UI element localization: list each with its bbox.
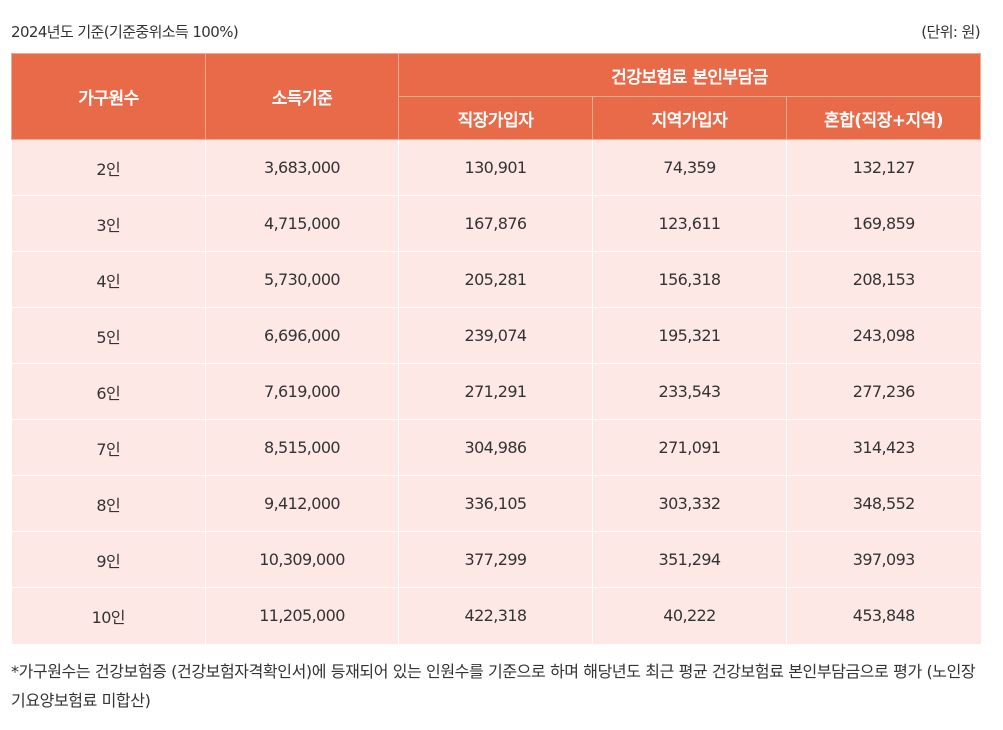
header-regional: 지역가입자 bbox=[592, 96, 787, 140]
cell-regional: 351,294 bbox=[592, 531, 787, 588]
table-row: 9인 10,309,000 377,299 351,294 397,093 bbox=[11, 531, 981, 588]
cell-income: 4,715,000 bbox=[205, 195, 399, 252]
cell-regional: 123,611 bbox=[592, 195, 787, 252]
cell-household: 9인 bbox=[11, 531, 206, 588]
cell-income: 11,205,000 bbox=[205, 587, 399, 644]
cell-household: 10인 bbox=[11, 587, 206, 644]
cell-employee: 130,901 bbox=[398, 139, 593, 196]
cell-mixed: 453,848 bbox=[786, 587, 981, 644]
income-premium-table: 가구원수 소득기준 건강보험료 본인부담금 직장가입자 지역가입자 혼합(직장+… bbox=[11, 53, 981, 644]
cell-household: 5인 bbox=[11, 307, 206, 364]
cell-household: 3인 bbox=[11, 195, 206, 252]
cell-income: 6,696,000 bbox=[205, 307, 399, 364]
cell-regional: 271,091 bbox=[592, 419, 787, 476]
cell-mixed: 277,236 bbox=[786, 363, 981, 420]
cell-employee: 167,876 bbox=[398, 195, 593, 252]
cell-employee: 377,299 bbox=[398, 531, 593, 588]
table-row: 3인 4,715,000 167,876 123,611 169,859 bbox=[11, 195, 981, 252]
cell-mixed: 169,859 bbox=[786, 195, 981, 252]
header-premium-group: 건강보험료 본인부담금 bbox=[398, 53, 981, 97]
table-row: 10인 11,205,000 422,318 40,222 453,848 bbox=[11, 587, 981, 644]
cell-regional: 40,222 bbox=[592, 587, 787, 644]
cell-regional: 156,318 bbox=[592, 251, 787, 308]
cell-regional: 303,332 bbox=[592, 475, 787, 532]
cell-household: 7인 bbox=[11, 419, 206, 476]
footnote: *가구원수는 건강보험증 (건강보험자격확인서)에 등재되어 있는 인원수를 기… bbox=[11, 662, 976, 710]
cell-employee: 422,318 bbox=[398, 587, 593, 644]
table-row: 5인 6,696,000 239,074 195,321 243,098 bbox=[11, 307, 981, 364]
cell-income: 10,309,000 bbox=[205, 531, 399, 588]
cell-mixed: 314,423 bbox=[786, 419, 981, 476]
cell-employee: 239,074 bbox=[398, 307, 593, 364]
cell-household: 2인 bbox=[11, 139, 206, 196]
header-employee: 직장가입자 bbox=[398, 96, 593, 140]
cell-income: 9,412,000 bbox=[205, 475, 399, 532]
cell-employee: 336,105 bbox=[398, 475, 593, 532]
table-row: 6인 7,619,000 271,291 233,543 277,236 bbox=[11, 363, 981, 420]
cell-mixed: 243,098 bbox=[786, 307, 981, 364]
header-household: 가구원수 bbox=[11, 53, 206, 140]
header-income: 소득기준 bbox=[205, 53, 399, 140]
cell-household: 6인 bbox=[11, 363, 206, 420]
cell-employee: 304,986 bbox=[398, 419, 593, 476]
cell-employee: 205,281 bbox=[398, 251, 593, 308]
cell-income: 8,515,000 bbox=[205, 419, 399, 476]
unit-label: (단위: 원) bbox=[921, 22, 980, 41]
cell-income: 3,683,000 bbox=[205, 139, 399, 196]
cell-household: 8인 bbox=[11, 475, 206, 532]
cell-mixed: 132,127 bbox=[786, 139, 981, 196]
cell-mixed: 348,552 bbox=[786, 475, 981, 532]
table-row: 4인 5,730,000 205,281 156,318 208,153 bbox=[11, 251, 981, 308]
cell-mixed: 397,093 bbox=[786, 531, 981, 588]
cell-regional: 233,543 bbox=[592, 363, 787, 420]
cell-household: 4인 bbox=[11, 251, 206, 308]
table-row: 7인 8,515,000 304,986 271,091 314,423 bbox=[11, 419, 981, 476]
cell-income: 7,619,000 bbox=[205, 363, 399, 420]
cell-income: 5,730,000 bbox=[205, 251, 399, 308]
cell-mixed: 208,153 bbox=[786, 251, 981, 308]
header-mixed: 혼합(직장+지역) bbox=[786, 96, 981, 140]
table-row: 8인 9,412,000 336,105 303,332 348,552 bbox=[11, 475, 981, 532]
cell-regional: 74,359 bbox=[592, 139, 787, 196]
table-row: 2인 3,683,000 130,901 74,359 132,127 bbox=[11, 139, 981, 196]
cell-regional: 195,321 bbox=[592, 307, 787, 364]
cell-employee: 271,291 bbox=[398, 363, 593, 420]
table-caption-row: 2024년도 기준(기준중위소득 100%) (단위: 원) bbox=[11, 18, 981, 44]
table-caption: 2024년도 기준(기준중위소득 100%) bbox=[11, 22, 239, 41]
